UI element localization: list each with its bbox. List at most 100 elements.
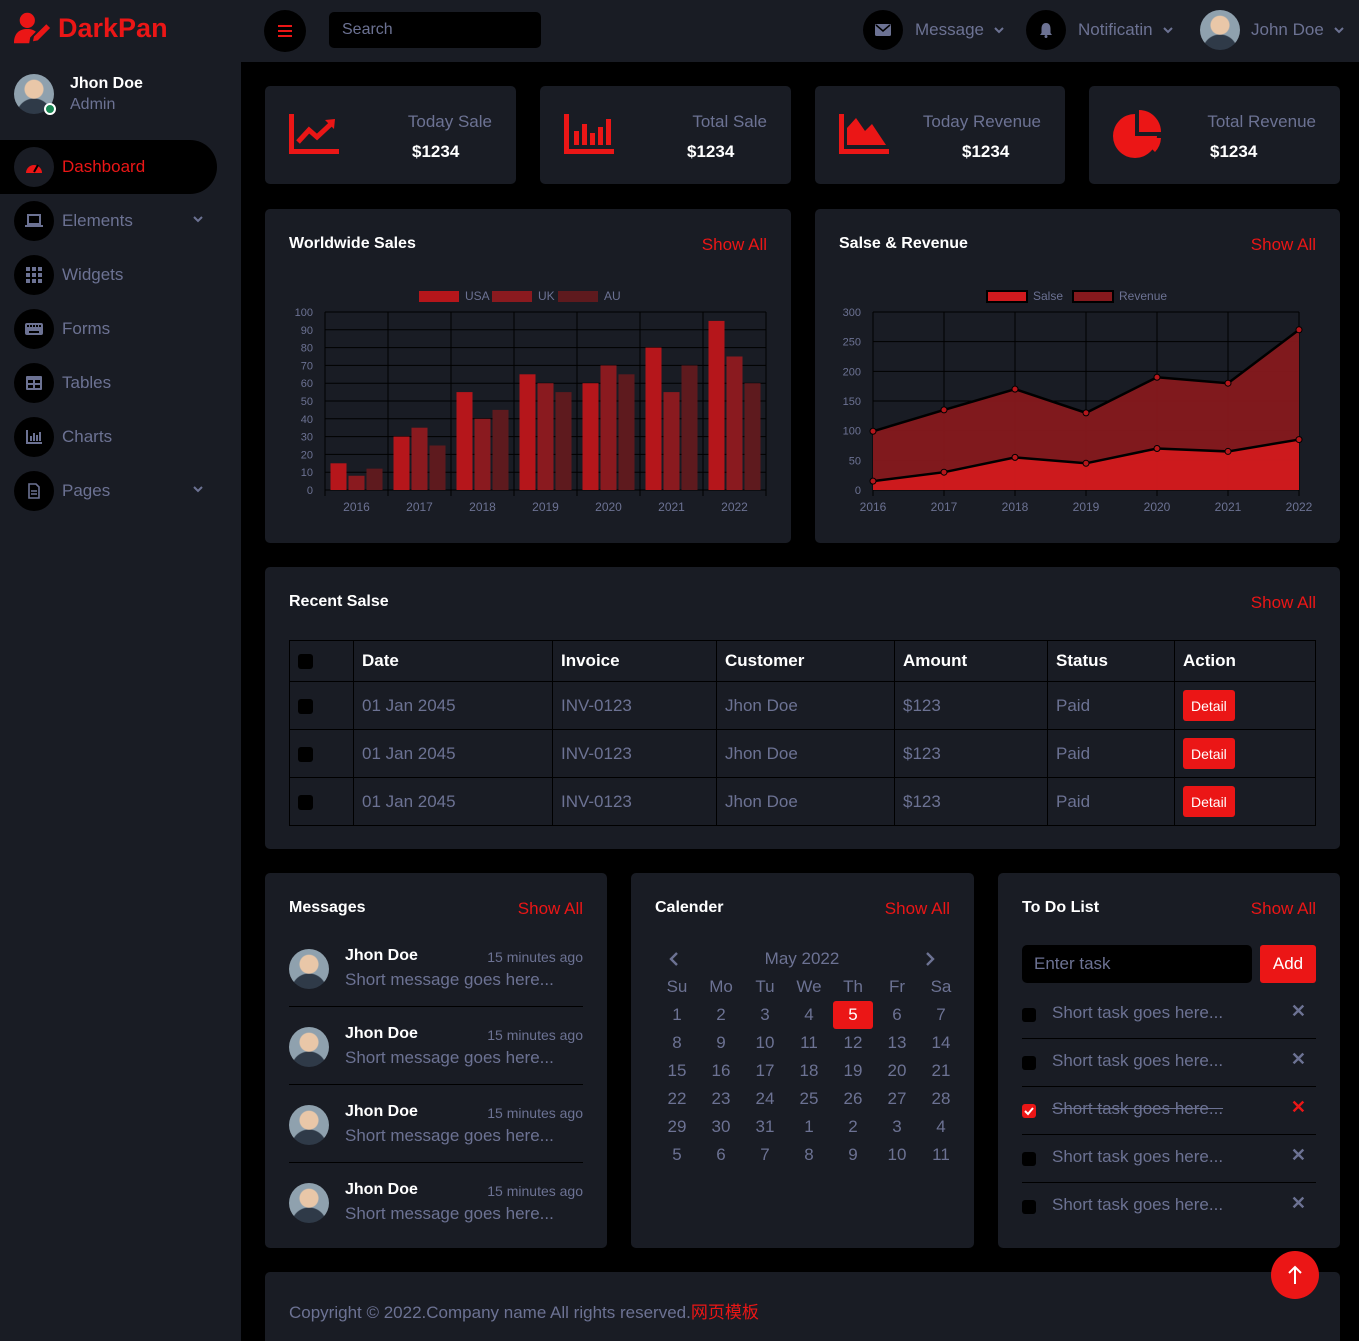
calendar-day[interactable]: 5 bbox=[672, 1145, 682, 1164]
close-icon[interactable]: ✕ bbox=[1290, 1001, 1306, 1021]
calendar-day[interactable]: 20 bbox=[887, 1061, 907, 1080]
list-item[interactable]: Jhon Doe 15 minutes ago Short message go… bbox=[289, 929, 583, 1007]
row-checkbox[interactable] bbox=[298, 698, 313, 714]
close-icon[interactable]: ✕ bbox=[1290, 1145, 1306, 1165]
calendar-day[interactable]: 26 bbox=[843, 1089, 863, 1108]
notification-dropdown[interactable]: Notificatin bbox=[1026, 9, 1173, 51]
calendar-day[interactable]: 3 bbox=[760, 1005, 770, 1024]
message-dropdown[interactable]: Message bbox=[863, 9, 1004, 51]
detail-button[interactable]: Detail bbox=[1183, 738, 1235, 769]
calendar-day[interactable]: 2 bbox=[848, 1117, 858, 1136]
y-tick-label: 300 bbox=[843, 307, 861, 319]
calendar-day[interactable]: 16 bbox=[711, 1061, 731, 1080]
show-all-link[interactable]: Show All bbox=[884, 899, 950, 918]
calendar-day[interactable]: 21 bbox=[931, 1061, 951, 1080]
calendar-day[interactable]: 14 bbox=[931, 1033, 951, 1052]
message-text: Short message goes here... bbox=[345, 970, 554, 989]
sidebar-item-elements[interactable]: Elements bbox=[0, 194, 241, 248]
calendar-day[interactable]: 31 bbox=[755, 1117, 775, 1136]
calendar-day[interactable]: 6 bbox=[892, 1005, 902, 1024]
show-all-link[interactable]: Show All bbox=[1250, 593, 1316, 612]
add-task-button[interactable]: Add bbox=[1260, 945, 1316, 983]
sidebar-item-charts[interactable]: Charts bbox=[0, 410, 241, 464]
calendar-day[interactable]: 22 bbox=[667, 1089, 687, 1108]
chevron-left-icon[interactable] bbox=[669, 951, 679, 967]
sidebar-item-pages[interactable]: Pages bbox=[0, 464, 241, 518]
calendar-day[interactable]: 6 bbox=[716, 1145, 726, 1164]
calendar-day[interactable]: 10 bbox=[887, 1145, 907, 1164]
close-icon[interactable]: ✕ bbox=[1290, 1193, 1306, 1213]
salse-revenue-chart: Salse Revenue 0 50 100 150 200 250 300 2016 2017 20… bbox=[843, 289, 1313, 514]
show-all-link[interactable]: Show All bbox=[1250, 899, 1316, 918]
tachometer-icon bbox=[26, 164, 42, 173]
calendar-day[interactable]: 1 bbox=[672, 1005, 682, 1024]
calendar-day[interactable]: 7 bbox=[936, 1005, 946, 1024]
calendar-day[interactable]: 28 bbox=[931, 1089, 951, 1108]
task-checkbox[interactable] bbox=[1022, 1152, 1036, 1166]
calendar-day[interactable]: 10 bbox=[755, 1033, 775, 1052]
data-point bbox=[1011, 385, 1019, 393]
show-all-link[interactable]: Show All bbox=[517, 899, 583, 918]
task-checkbox[interactable] bbox=[1022, 1104, 1036, 1118]
calendar-day[interactable]: 8 bbox=[672, 1033, 682, 1052]
data-point bbox=[1082, 409, 1090, 417]
detail-button[interactable]: Detail bbox=[1183, 786, 1235, 817]
calendar-day[interactable]: 9 bbox=[848, 1145, 858, 1164]
calendar-day[interactable]: 12 bbox=[843, 1033, 863, 1052]
task-checkbox[interactable] bbox=[1022, 1200, 1036, 1214]
calendar-day[interactable]: 5 bbox=[833, 1001, 873, 1029]
sidebar-item-forms[interactable]: Forms bbox=[0, 302, 241, 356]
back-to-top-button[interactable] bbox=[1271, 1251, 1319, 1299]
row-checkbox[interactable] bbox=[298, 746, 313, 762]
task-input[interactable] bbox=[1022, 945, 1252, 983]
calendar-day[interactable]: 25 bbox=[799, 1089, 819, 1108]
row-checkbox[interactable] bbox=[298, 794, 313, 810]
calendar-day[interactable]: 30 bbox=[711, 1117, 731, 1136]
calendar-day[interactable]: 24 bbox=[755, 1089, 775, 1108]
calendar-day[interactable]: 23 bbox=[711, 1089, 731, 1108]
chevron-right-icon[interactable] bbox=[925, 951, 935, 967]
detail-button[interactable]: Detail bbox=[1183, 690, 1235, 721]
calendar-day[interactable]: 11 bbox=[800, 1033, 818, 1052]
calendar-day[interactable]: 17 bbox=[755, 1061, 775, 1080]
task-checkbox[interactable] bbox=[1022, 1008, 1036, 1022]
list-item[interactable]: Jhon Doe 15 minutes ago Short message go… bbox=[289, 1163, 583, 1241]
bar bbox=[726, 356, 743, 490]
footer-link[interactable]: 网页模板 bbox=[690, 1303, 759, 1322]
bar bbox=[330, 463, 347, 490]
calendar-day[interactable]: 29 bbox=[667, 1117, 687, 1136]
calendar-day[interactable]: 13 bbox=[887, 1033, 907, 1052]
calendar-day[interactable]: 4 bbox=[804, 1005, 814, 1024]
calendar-day[interactable]: 8 bbox=[804, 1145, 814, 1164]
messages-card: Messages Show All Jhon Doe 15 minutes ag… bbox=[265, 873, 607, 1248]
show-all-link[interactable]: Show All bbox=[1250, 235, 1316, 254]
task-checkbox[interactable] bbox=[1022, 1056, 1036, 1070]
calendar-day[interactable]: 15 bbox=[667, 1061, 687, 1080]
calendar-day[interactable]: 19 bbox=[843, 1061, 863, 1080]
calendar-day[interactable]: 18 bbox=[799, 1061, 819, 1080]
list-item[interactable]: Jhon Doe 15 minutes ago Short message go… bbox=[289, 1085, 583, 1163]
stat-label: Total Revenue bbox=[1207, 112, 1316, 131]
sidebar-nav: Dashboard Elements Widgets Forms Tables … bbox=[0, 140, 241, 518]
message-sender: Jhon Doe bbox=[345, 947, 418, 964]
calendar-day[interactable]: 11 bbox=[932, 1145, 950, 1164]
calendar-day[interactable]: 4 bbox=[936, 1117, 946, 1136]
calendar-day[interactable]: 3 bbox=[892, 1117, 902, 1136]
brand-logo[interactable]: DarkPan bbox=[14, 10, 168, 46]
calendar-day[interactable]: 9 bbox=[716, 1033, 726, 1052]
user-dropdown[interactable]: John Doe bbox=[1200, 9, 1344, 51]
close-icon[interactable]: ✕ bbox=[1290, 1049, 1306, 1069]
calendar-day[interactable]: 1 bbox=[804, 1117, 814, 1136]
calendar-day[interactable]: 7 bbox=[760, 1145, 770, 1164]
sidebar-item-tables[interactable]: Tables bbox=[0, 356, 241, 410]
search-input[interactable] bbox=[329, 12, 541, 48]
close-icon[interactable]: ✕ bbox=[1290, 1097, 1306, 1117]
sidebar-item-dashboard[interactable]: Dashboard bbox=[0, 140, 217, 194]
list-item[interactable]: Jhon Doe 15 minutes ago Short message go… bbox=[289, 1007, 583, 1085]
show-all-link[interactable]: Show All bbox=[701, 235, 767, 254]
sidebar-toggle-button[interactable] bbox=[264, 10, 306, 52]
sidebar-item-widgets[interactable]: Widgets bbox=[0, 248, 241, 302]
calendar-day[interactable]: 2 bbox=[716, 1005, 726, 1024]
calendar-day[interactable]: 27 bbox=[887, 1089, 907, 1108]
select-all-checkbox[interactable] bbox=[298, 654, 313, 670]
